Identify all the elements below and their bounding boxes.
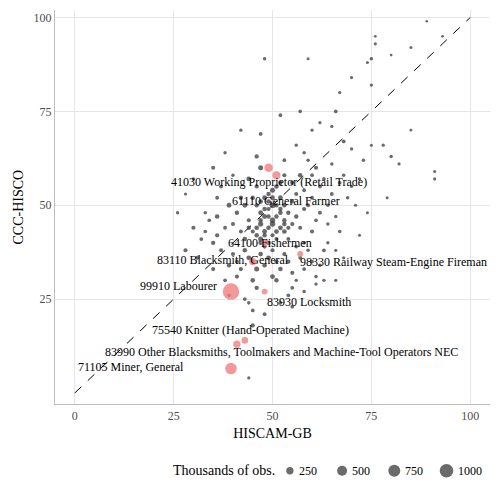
svg-text:750: 750 — [405, 464, 423, 478]
svg-text:41030 Working Proprietor (Reta: 41030 Working Proprietor (Retail Trade) — [171, 175, 367, 189]
svg-text:83930 Locksmith: 83930 Locksmith — [267, 295, 351, 309]
svg-text:98330 Railway Steam-Engine Fir: 98330 Railway Steam-Engine Fireman — [300, 255, 487, 269]
svg-text:100: 100 — [34, 11, 52, 25]
svg-text:75540 Knitter (Hand-Operated M: 75540 Knitter (Hand-Operated Machine) — [152, 323, 349, 337]
svg-text:61110 General Farmer: 61110 General Farmer — [232, 194, 340, 208]
svg-text:75: 75 — [365, 409, 377, 423]
svg-text:83110 Blacksmith, General: 83110 Blacksmith, General — [157, 253, 289, 267]
svg-text:0: 0 — [72, 409, 78, 423]
svg-text:25: 25 — [40, 292, 52, 306]
svg-text:HISCAM-GB: HISCAM-GB — [233, 426, 312, 441]
svg-text:Thousands of obs.: Thousands of obs. — [173, 463, 275, 478]
svg-text:75: 75 — [40, 105, 52, 119]
svg-text:50: 50 — [40, 198, 52, 212]
svg-text:99910 Labourer: 99910 Labourer — [140, 279, 217, 293]
svg-text:64100 Fishermen: 64100 Fishermen — [228, 236, 312, 250]
svg-text:250: 250 — [299, 464, 317, 478]
svg-text:CCC-HISCO: CCC-HISCO — [11, 170, 26, 245]
svg-text:83990 Other Blacksmiths, Toolm: 83990 Other Blacksmiths, Toolmakers and … — [105, 345, 458, 359]
svg-text:1000: 1000 — [458, 464, 482, 478]
svg-text:500: 500 — [352, 464, 370, 478]
svg-text:25: 25 — [168, 409, 180, 423]
svg-text:50: 50 — [267, 409, 279, 423]
svg-text:100: 100 — [461, 409, 479, 423]
svg-text:71105 Miner, General: 71105 Miner, General — [78, 360, 184, 374]
